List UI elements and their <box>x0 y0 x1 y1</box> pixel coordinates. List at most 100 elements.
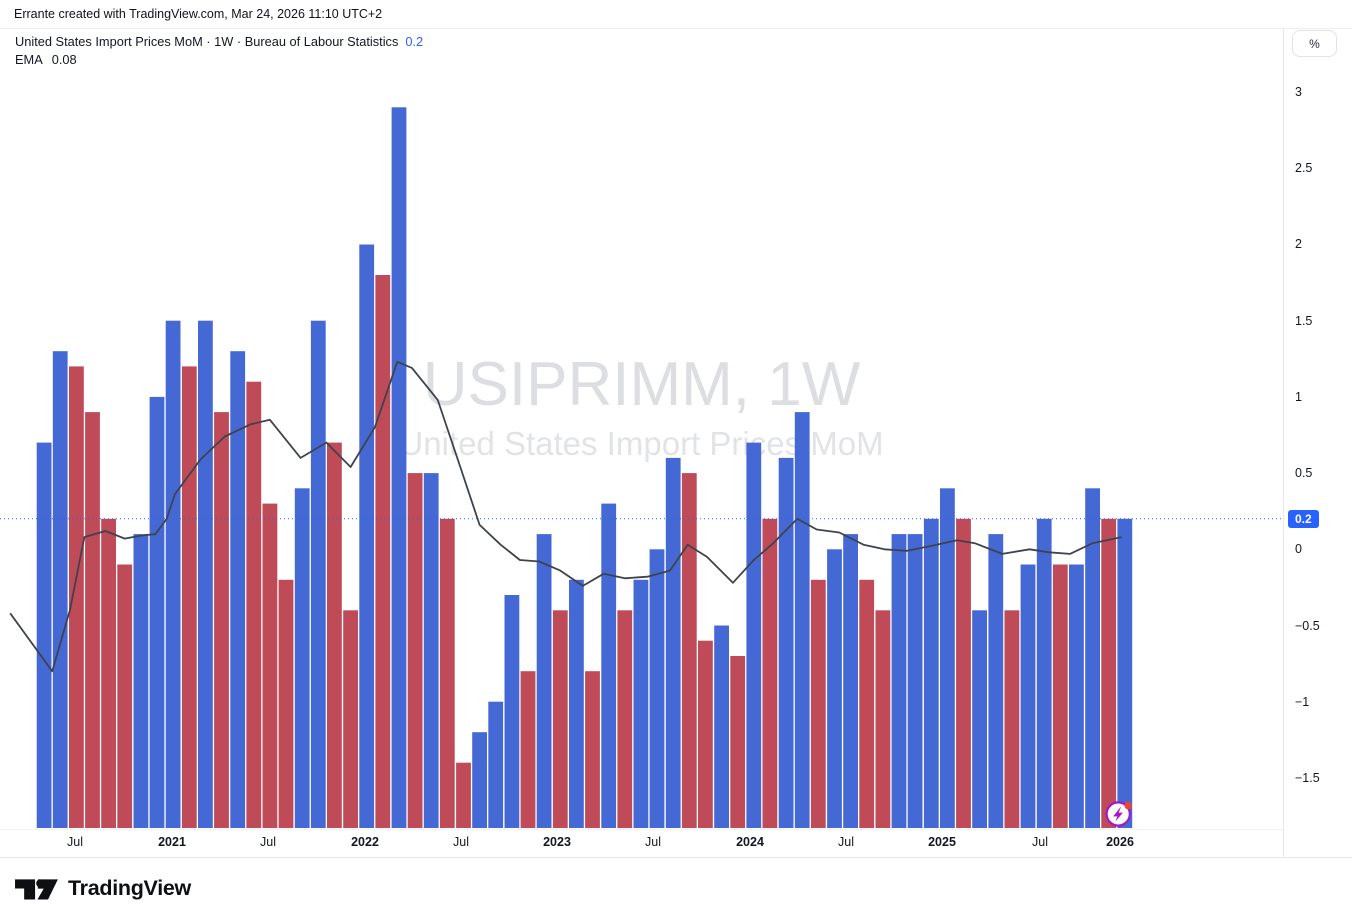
data-bar <box>762 518 778 828</box>
ema-row[interactable]: EMA 0.08 <box>15 51 423 69</box>
data-bar <box>1036 518 1052 828</box>
tradingview-brand-text: TradingView <box>68 876 191 900</box>
data-bar <box>456 762 471 828</box>
data-bar <box>940 488 955 828</box>
data-bar <box>504 595 520 828</box>
data-bar <box>133 534 149 828</box>
data-bar <box>746 442 762 828</box>
data-bar <box>1004 610 1020 828</box>
data-bar <box>778 457 794 828</box>
data-bar <box>310 320 326 828</box>
data-bar <box>1085 488 1100 828</box>
data-bar <box>681 473 697 828</box>
x-axis-label: 2022 <box>351 835 379 849</box>
data-bar <box>569 579 584 828</box>
lightning-icon <box>1113 807 1123 822</box>
x-axis-label: Jul <box>838 835 854 849</box>
data-bar <box>1052 564 1068 828</box>
x-axis-label: 2021 <box>158 835 186 849</box>
data-bar <box>698 640 713 828</box>
instant-alert-button[interactable] <box>1104 799 1134 829</box>
y-axis-tick: 3 <box>1295 85 1302 99</box>
data-bar <box>472 732 487 828</box>
data-bar <box>891 534 907 828</box>
data-bar <box>1069 564 1084 828</box>
percent-scale-button[interactable]: % <box>1292 30 1337 57</box>
x-axis-label: 2026 <box>1106 835 1134 849</box>
data-bar <box>36 442 52 828</box>
data-bar <box>375 275 391 828</box>
data-bar <box>85 412 100 828</box>
data-bar <box>52 351 68 828</box>
data-bar <box>359 244 375 828</box>
y-axis-tick: 2 <box>1295 237 1302 251</box>
tradingview-mark-icon <box>15 879 58 900</box>
data-bar <box>859 579 875 828</box>
x-axis-label: Jul <box>453 835 469 849</box>
data-bar <box>536 534 552 828</box>
data-bar <box>875 610 891 828</box>
data-bar <box>552 610 568 828</box>
y-axis-tick: −1.5 <box>1295 771 1320 785</box>
chart-plot-area[interactable] <box>0 0 1283 857</box>
data-bar <box>488 701 504 828</box>
x-axis-label: 2023 <box>543 835 571 849</box>
data-bar <box>117 564 133 828</box>
y-axis-tick: 1 <box>1295 390 1302 404</box>
data-bar <box>165 320 181 828</box>
data-bar <box>520 671 536 828</box>
data-bar <box>278 579 294 828</box>
data-bar <box>1117 518 1133 828</box>
data-bar <box>649 549 665 828</box>
data-bar <box>633 579 649 828</box>
data-bar <box>923 518 939 828</box>
y-axis-tick: 0.5 <box>1295 466 1313 480</box>
data-bar <box>230 351 246 828</box>
data-bar <box>423 473 439 828</box>
data-bar <box>714 625 729 828</box>
y-axis-tick: 2.5 <box>1295 161 1313 175</box>
data-bar <box>149 396 165 828</box>
x-axis-label: Jul <box>260 835 276 849</box>
x-axis-label: Jul <box>1032 835 1048 849</box>
symbol-title: United States Import Prices MoM · 1W · B… <box>15 34 399 49</box>
y-axis-tick: 1.5 <box>1295 314 1313 328</box>
data-bar <box>665 457 681 828</box>
data-bar <box>617 610 633 828</box>
symbol-title-row[interactable]: United States Import Prices MoM · 1W · B… <box>15 33 423 51</box>
alert-dot-icon <box>1124 801 1132 810</box>
data-bar <box>343 610 358 828</box>
data-bar <box>439 518 455 828</box>
y-axis-tick: −1 <box>1295 695 1310 709</box>
data-bar <box>843 534 858 828</box>
data-bar <box>601 503 617 828</box>
pane-top-border <box>0 28 1352 29</box>
x-axis-label: Jul <box>67 835 83 849</box>
data-bar <box>907 534 923 828</box>
data-bar <box>827 549 842 828</box>
price-badge: 0.2 <box>1288 510 1319 528</box>
legend: United States Import Prices MoM · 1W · B… <box>15 33 423 69</box>
y-axis-tick: −0.5 <box>1295 619 1320 633</box>
data-bar <box>294 488 310 828</box>
data-bar <box>1101 518 1117 828</box>
data-bar <box>407 473 423 828</box>
data-bar <box>391 107 407 829</box>
data-bar <box>214 412 229 828</box>
data-bar <box>972 610 987 828</box>
data-bar <box>101 518 116 828</box>
x-axis-label: 2025 <box>928 835 956 849</box>
credit-text: Errante created with TradingView.com, Ma… <box>14 7 383 21</box>
data-bar <box>1020 564 1036 828</box>
data-bar <box>181 366 197 828</box>
pane-bottom-border <box>0 857 1352 858</box>
data-bar <box>730 656 746 828</box>
x-axis-label: 2024 <box>736 835 764 849</box>
x-axis-label: Jul <box>645 835 661 849</box>
data-bar <box>585 671 600 828</box>
data-bar <box>988 534 1004 828</box>
price-scale-border <box>1283 28 1284 857</box>
data-bar <box>794 412 810 828</box>
time-axis-border <box>0 829 1283 830</box>
tradingview-logo[interactable]: TradingView <box>13 873 191 904</box>
